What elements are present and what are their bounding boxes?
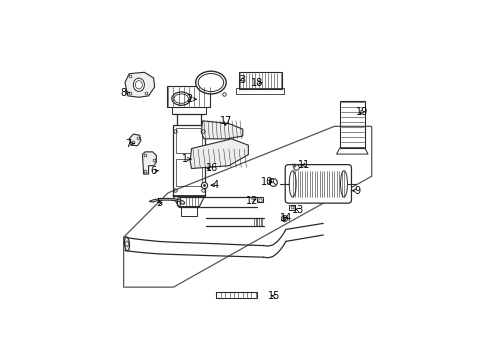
Text: 19: 19 <box>356 107 368 117</box>
Text: 6: 6 <box>150 166 158 176</box>
Text: 14: 14 <box>280 213 292 224</box>
Bar <box>173 125 205 195</box>
Bar <box>239 72 282 89</box>
Bar <box>176 159 201 186</box>
Ellipse shape <box>196 71 226 94</box>
Ellipse shape <box>341 171 347 197</box>
Text: 7: 7 <box>125 139 135 149</box>
Text: 2: 2 <box>187 94 196 104</box>
Text: 13: 13 <box>292 204 304 215</box>
Ellipse shape <box>172 92 191 105</box>
Text: 5: 5 <box>156 198 162 208</box>
Text: 18: 18 <box>251 77 263 87</box>
FancyBboxPatch shape <box>285 165 351 203</box>
Ellipse shape <box>133 78 145 91</box>
Ellipse shape <box>124 237 129 251</box>
Text: 4: 4 <box>211 180 219 190</box>
Ellipse shape <box>289 171 296 197</box>
Polygon shape <box>143 152 156 174</box>
Bar <box>237 89 284 94</box>
Bar <box>176 128 201 153</box>
Text: 16: 16 <box>206 163 218 174</box>
Bar <box>172 107 206 114</box>
Bar <box>216 292 257 298</box>
Text: 3: 3 <box>239 75 245 85</box>
Text: 10: 10 <box>261 177 273 187</box>
Polygon shape <box>201 121 243 139</box>
Polygon shape <box>125 72 155 97</box>
Text: 8: 8 <box>121 87 129 98</box>
Bar <box>168 86 210 107</box>
Text: 9: 9 <box>352 186 360 196</box>
Polygon shape <box>190 139 248 168</box>
Polygon shape <box>149 198 185 204</box>
Text: 17: 17 <box>220 116 232 126</box>
Polygon shape <box>129 134 141 146</box>
Text: 15: 15 <box>268 291 280 301</box>
Bar <box>181 206 197 216</box>
Text: 11: 11 <box>297 160 310 170</box>
Text: 1: 1 <box>182 154 191 164</box>
Text: 12: 12 <box>245 195 258 206</box>
Polygon shape <box>290 205 295 210</box>
Bar <box>340 102 365 148</box>
